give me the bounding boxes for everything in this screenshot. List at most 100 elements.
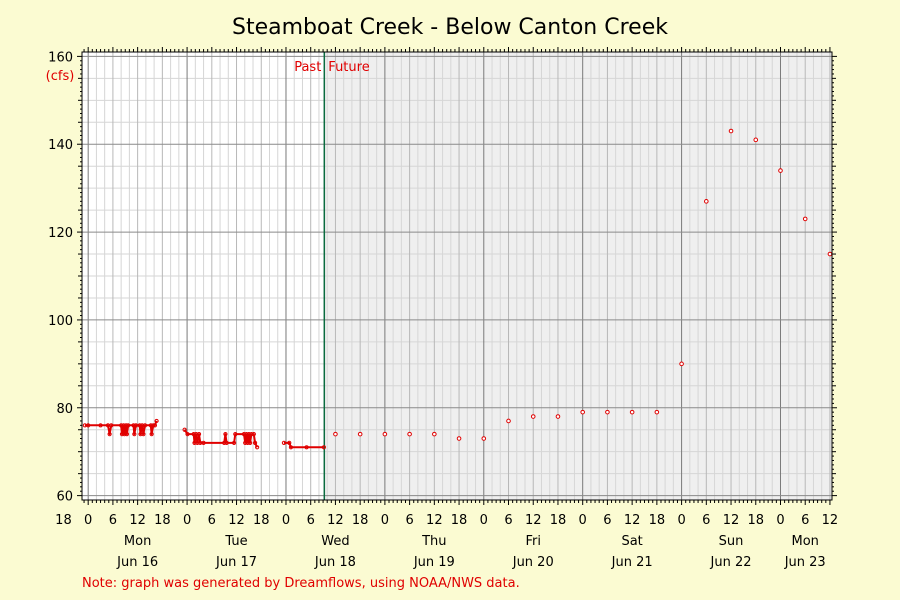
observed-point — [191, 432, 196, 437]
forecast-point — [407, 431, 412, 437]
x-tick-label: 6 — [504, 513, 512, 528]
forecast-point — [802, 216, 808, 222]
y-tick-label: 160 — [48, 50, 73, 65]
day-weekday-label: Wed — [321, 534, 349, 549]
x-tick-label: 6 — [603, 513, 611, 528]
forecast-series — [333, 128, 833, 441]
observed-point — [137, 423, 142, 428]
x-tick-label: 6 — [109, 513, 117, 528]
day-weekday-label: Sun — [719, 534, 744, 549]
x-tick-label: 18 — [451, 513, 468, 528]
future-label: Future — [328, 60, 369, 75]
observed-point — [246, 432, 251, 437]
x-tick-label: 0 — [480, 513, 488, 528]
day-date-label: Jun 16 — [116, 555, 158, 570]
observed-point — [126, 423, 131, 428]
observed-point — [151, 423, 156, 428]
observed-point — [255, 445, 260, 450]
x-tick-label: 12 — [228, 513, 245, 528]
x-tick-label: 6 — [801, 513, 809, 528]
observed-point — [131, 423, 136, 428]
x-tick-label: 12 — [426, 513, 443, 528]
x-tick-label: 18 — [352, 513, 369, 528]
observed-point — [304, 445, 309, 450]
observed-point — [133, 423, 139, 428]
y-tick-labels: 60 80 100 120 140 160 — [48, 50, 73, 504]
observed-point — [86, 423, 91, 428]
x-tick-label: 0 — [84, 513, 92, 528]
x-tick-label: 0 — [776, 513, 784, 528]
day-weekday-label: Thu — [421, 534, 446, 549]
x-tick-label: 12 — [525, 513, 542, 528]
y-tick-label: 60 — [56, 490, 73, 505]
major-gridlines — [82, 52, 832, 500]
day-weekday-label: Sat — [621, 534, 642, 549]
observed-point — [249, 432, 254, 437]
forecast-point — [704, 199, 709, 204]
observed-point — [245, 440, 250, 446]
forecast-point — [432, 431, 437, 437]
x-tick-label: 18 — [55, 513, 72, 528]
observed-point — [244, 432, 249, 437]
observed-series — [82, 418, 326, 450]
day-date-label: Jun 17 — [215, 555, 257, 570]
day-weekday-label: Fri — [525, 534, 541, 549]
day-date-label: Jun 22 — [710, 555, 752, 570]
observed-point — [154, 418, 159, 424]
plot-area: Past Future — [77, 47, 837, 505]
forecast-point — [382, 431, 388, 437]
x-tick-label: 18 — [253, 513, 270, 528]
forecast-point — [580, 409, 585, 415]
x-tick-label: 0 — [579, 513, 587, 528]
observed-point — [185, 432, 190, 437]
x-tick-label: 12 — [327, 513, 344, 528]
y-axis-unit: (cfs) — [46, 69, 75, 84]
forecast-point — [530, 414, 536, 419]
observed-point — [251, 432, 256, 437]
observed-point — [287, 440, 292, 446]
observed-point — [142, 423, 148, 428]
x-tick-label: 0 — [381, 513, 389, 528]
forecast-point — [555, 414, 561, 419]
observed-point — [98, 423, 103, 428]
observed-point — [152, 423, 158, 428]
observed-point — [252, 440, 258, 446]
day-weekday-label: Tue — [224, 534, 247, 549]
x-tick-label: 0 — [183, 513, 191, 528]
observed-point — [241, 432, 247, 437]
observed-point — [223, 432, 228, 437]
forecast-point — [679, 361, 684, 367]
day-date-label: Jun 23 — [784, 555, 826, 570]
observed-point — [121, 423, 126, 428]
day-weekday-label: Mon — [124, 534, 151, 549]
observed-point — [141, 432, 146, 437]
y-tick-label: 120 — [48, 226, 73, 241]
forecast-point — [827, 251, 833, 257]
x-tick-label: 6 — [405, 513, 413, 528]
observed-point — [222, 440, 227, 446]
day-date-label: Jun 21 — [611, 555, 653, 570]
observed-point — [149, 432, 154, 437]
footnote: Note: graph was generated by Dreamflows,… — [82, 576, 520, 591]
observed-point — [132, 432, 137, 437]
x-tick-label: 0 — [282, 513, 290, 528]
tick-marks — [77, 47, 837, 505]
observed-point — [196, 432, 202, 437]
day-date-label: Jun 18 — [314, 555, 356, 570]
observed-point — [231, 440, 237, 446]
x-tick-label: 12 — [129, 513, 146, 528]
x-tick-label: 6 — [702, 513, 710, 528]
forecast-point — [654, 409, 660, 415]
y-tick-label: 140 — [48, 138, 73, 153]
past-label: Past — [294, 60, 321, 75]
chart-title: Steamboat Creek - Below Canton Creek — [232, 15, 668, 40]
minor-gridlines — [82, 52, 832, 500]
observed-point — [148, 423, 153, 428]
observed-point — [182, 427, 187, 432]
forecast-point — [728, 128, 734, 134]
observed-point — [201, 440, 206, 446]
observed-point — [233, 432, 238, 437]
x-tick-label: 12 — [624, 513, 641, 528]
forecast-point — [605, 409, 610, 415]
